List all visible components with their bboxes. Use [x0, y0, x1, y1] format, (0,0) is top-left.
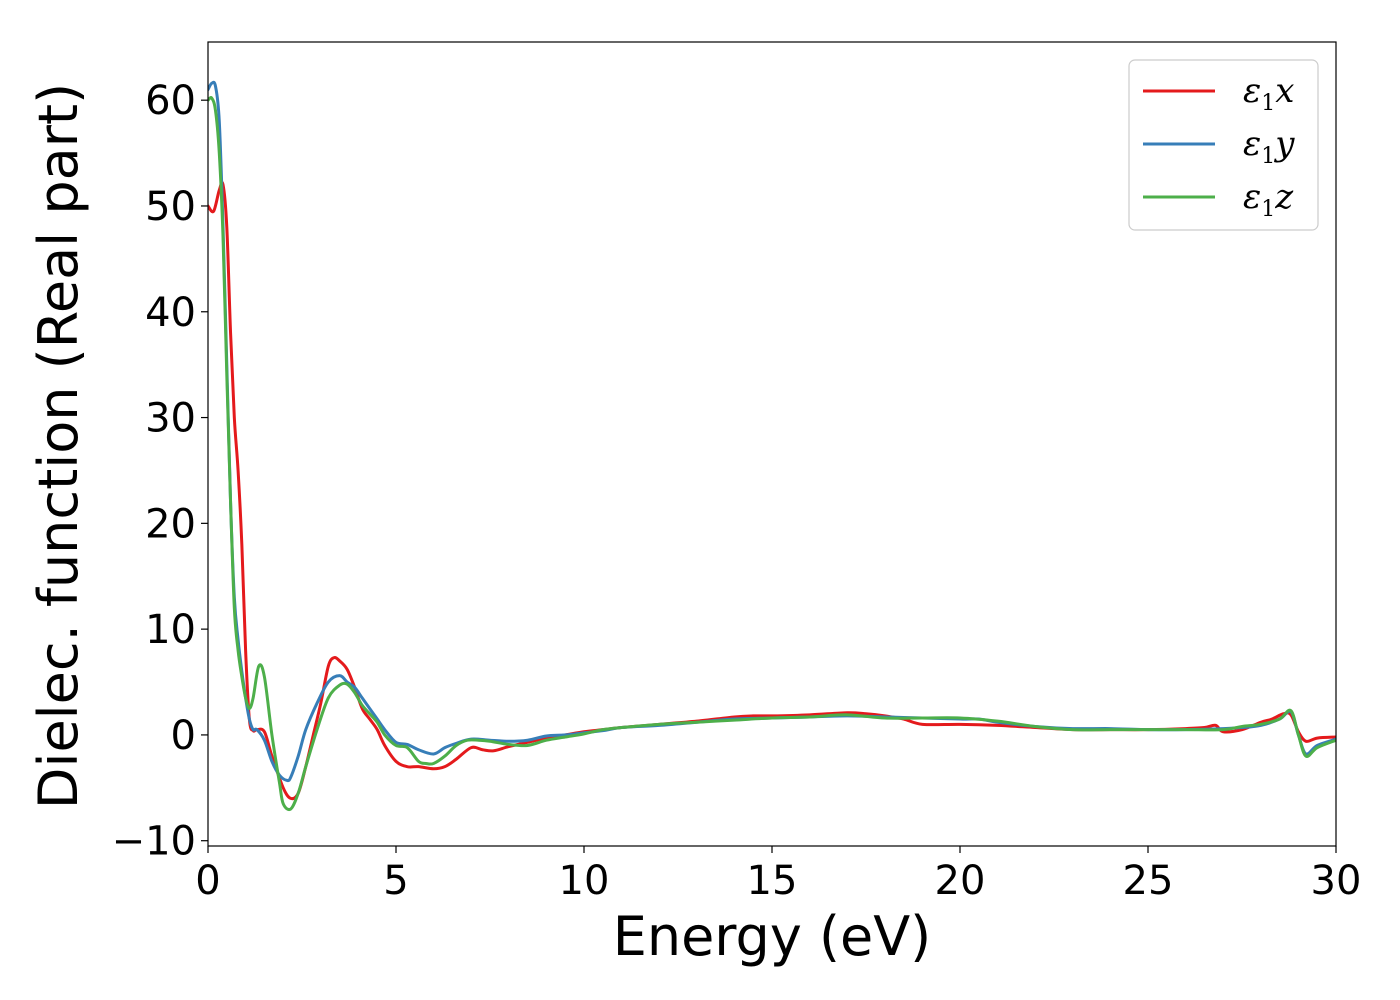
legend: ε1x ε1y ε1z: [1128, 59, 1319, 231]
x-tick-label: 5: [383, 858, 408, 904]
x-tick-label: 30: [1311, 858, 1362, 904]
y-tick-label: 60: [145, 78, 196, 124]
x-axis-label: Energy (eV): [613, 905, 932, 968]
y-axis: −10 0 10 20 30 40 50 60: [112, 78, 208, 865]
x-tick-label: 15: [747, 858, 798, 904]
x-tick-label: 0: [195, 858, 220, 904]
x-axis: 0 5 10 15 20 25 30: [195, 846, 1361, 904]
y-tick-label: 20: [145, 501, 196, 547]
legend-label-z: ε1z: [1243, 177, 1294, 222]
legend-box: [1128, 59, 1319, 231]
y-tick-label: 10: [145, 607, 196, 653]
y-tick-label: 0: [171, 713, 196, 759]
y-tick-label: 30: [145, 396, 196, 442]
legend-label-y: ε1y: [1243, 124, 1295, 169]
series-layer: [208, 80, 1336, 812]
x-tick-label: 25: [1123, 858, 1174, 904]
x-tick-label: 20: [935, 858, 986, 904]
x-tick-label: 10: [559, 858, 610, 904]
y-tick-label: 50: [145, 184, 196, 230]
y-axis-label: Dielec. function (Real part): [27, 83, 90, 809]
legend-label-x: ε1x: [1243, 71, 1294, 116]
y-tick-label: −10: [112, 819, 196, 865]
series-line-z: [208, 96, 1336, 812]
y-tick-label: 40: [145, 290, 196, 336]
